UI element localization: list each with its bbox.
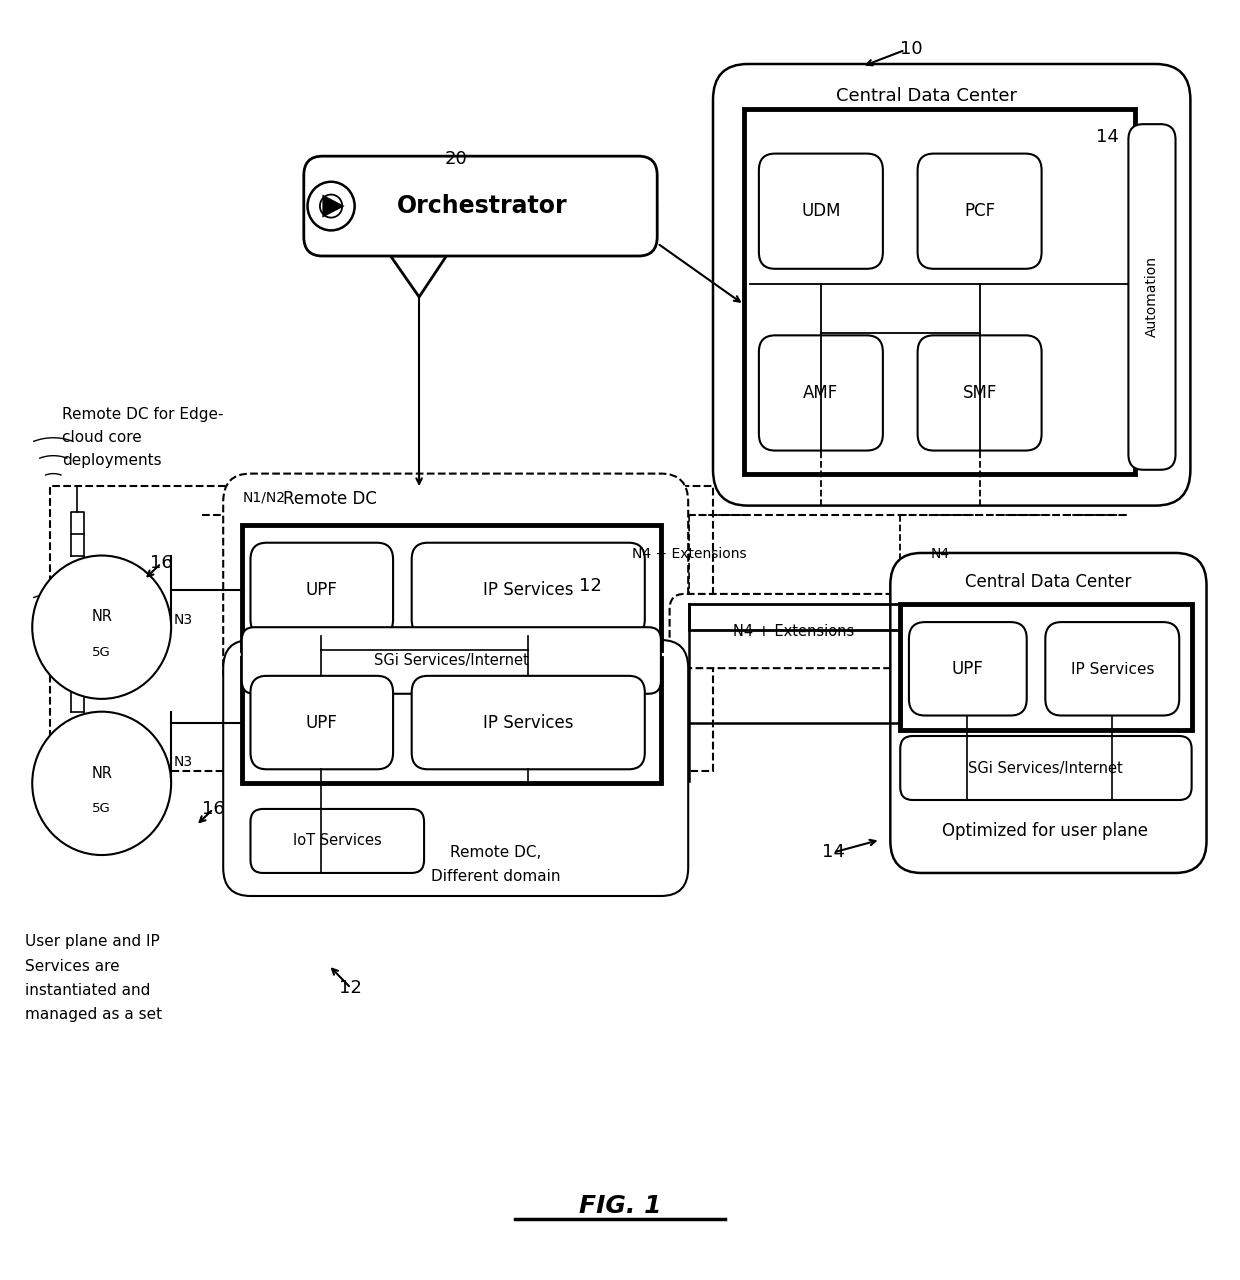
Text: UPF: UPF [305, 714, 337, 732]
Text: 12: 12 [340, 979, 362, 997]
Text: IP Services: IP Services [484, 581, 573, 599]
Text: 12: 12 [579, 577, 601, 595]
Text: N1/N2: N1/N2 [243, 490, 285, 504]
FancyBboxPatch shape [1128, 124, 1176, 470]
Text: UDM: UDM [801, 202, 841, 220]
Text: 5G: 5G [92, 803, 112, 815]
Text: N4: N4 [930, 547, 950, 561]
Text: NR: NR [92, 609, 112, 625]
Text: Different domain: Different domain [432, 869, 560, 884]
Text: UPF: UPF [951, 660, 983, 678]
FancyBboxPatch shape [250, 676, 393, 769]
Text: AMF: AMF [804, 384, 838, 402]
Text: Services are: Services are [25, 959, 119, 974]
Text: SMF: SMF [962, 384, 997, 402]
FancyBboxPatch shape [412, 676, 645, 769]
FancyBboxPatch shape [304, 156, 657, 256]
Text: Remote DC: Remote DC [283, 490, 377, 508]
Text: Central Data Center: Central Data Center [965, 573, 1132, 591]
Circle shape [308, 182, 355, 230]
Text: NR: NR [92, 765, 112, 781]
Text: SGi Services/Internet: SGi Services/Internet [374, 653, 528, 668]
Text: managed as a set: managed as a set [25, 1007, 162, 1023]
Polygon shape [391, 256, 446, 297]
Text: 16: 16 [150, 554, 172, 572]
FancyBboxPatch shape [918, 154, 1042, 269]
FancyBboxPatch shape [223, 640, 688, 896]
FancyBboxPatch shape [250, 543, 393, 636]
Bar [242, 525, 661, 650]
FancyBboxPatch shape [918, 335, 1042, 451]
FancyBboxPatch shape [890, 553, 1207, 873]
Text: 5G: 5G [92, 646, 112, 659]
Text: Remote DC for Edge-: Remote DC for Edge- [62, 407, 223, 422]
Text: IP Services: IP Services [484, 714, 573, 732]
Bar [50, 486, 713, 771]
Text: Remote DC,: Remote DC, [450, 845, 542, 860]
Text: 14: 14 [1096, 128, 1118, 146]
Circle shape [32, 556, 171, 699]
FancyBboxPatch shape [900, 736, 1192, 800]
Text: Optimized for user plane: Optimized for user plane [942, 822, 1148, 840]
Text: cloud core: cloud core [62, 430, 141, 445]
Text: N3: N3 [174, 613, 193, 626]
Text: 14: 14 [822, 844, 844, 861]
Text: Orchestrator: Orchestrator [397, 195, 568, 218]
FancyBboxPatch shape [759, 154, 883, 269]
FancyBboxPatch shape [670, 594, 918, 668]
Text: PCF: PCF [963, 202, 996, 220]
Text: SGi Services/Internet: SGi Services/Internet [968, 760, 1122, 776]
Text: IoT Services: IoT Services [293, 833, 382, 849]
Text: N4 + Extensions: N4 + Extensions [733, 623, 854, 639]
Text: IP Services: IP Services [1070, 662, 1154, 677]
FancyBboxPatch shape [242, 627, 661, 694]
Circle shape [32, 712, 171, 855]
Text: 20: 20 [445, 150, 467, 168]
Text: User plane and IP: User plane and IP [25, 934, 160, 950]
Text: N4 + Extensions: N4 + Extensions [632, 547, 746, 561]
Text: FIG. 1: FIG. 1 [579, 1194, 661, 1217]
Text: UPF: UPF [305, 581, 337, 599]
FancyBboxPatch shape [250, 809, 424, 873]
Text: deployments: deployments [62, 453, 161, 468]
Bar [744, 109, 1135, 474]
Text: 10: 10 [900, 40, 923, 58]
Text: Automation: Automation [1145, 256, 1159, 338]
Text: 16: 16 [202, 800, 224, 818]
FancyBboxPatch shape [713, 64, 1190, 506]
FancyBboxPatch shape [223, 474, 688, 698]
FancyBboxPatch shape [1045, 622, 1179, 716]
FancyBboxPatch shape [412, 543, 645, 636]
Bar [900, 604, 1192, 730]
FancyBboxPatch shape [909, 622, 1027, 716]
Bar [242, 658, 661, 783]
Text: Central Data Center: Central Data Center [837, 87, 1017, 105]
Text: instantiated and: instantiated and [25, 983, 150, 998]
Circle shape [320, 195, 342, 218]
Polygon shape [322, 195, 345, 218]
FancyBboxPatch shape [759, 335, 883, 451]
Text: N3: N3 [174, 755, 193, 768]
